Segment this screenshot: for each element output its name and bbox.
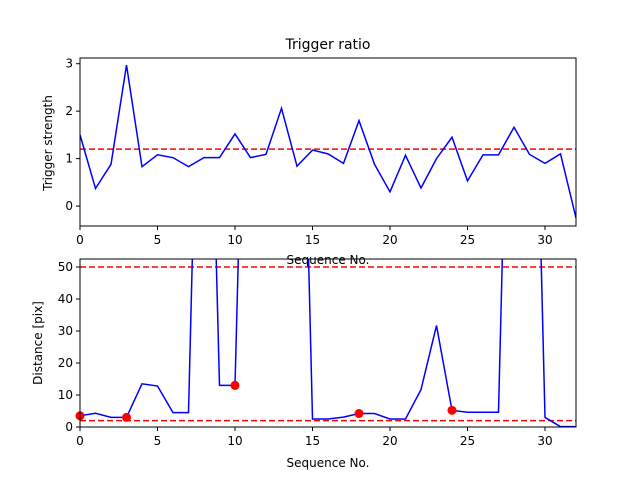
series-line <box>80 65 576 219</box>
data-point-marker <box>447 405 457 415</box>
distance-plot: Distance [pix] Sequence No. 0 5 10 15 20 25 30… <box>31 258 577 470</box>
x-tick-label: 15 <box>305 434 320 448</box>
y-tick-label: 50 <box>58 260 73 274</box>
y-tick-label: 0 <box>65 420 73 434</box>
y-tick-label: 10 <box>58 388 73 402</box>
x-tick-label: 15 <box>305 233 320 247</box>
y-tick-label: 1 <box>65 152 73 166</box>
x-tick-label: 25 <box>460 233 475 247</box>
x-tick-label: 5 <box>154 434 162 448</box>
x-tick-label: 10 <box>227 434 242 448</box>
x-axis-label: Sequence No. <box>287 253 370 267</box>
chart-title: Trigger ratio <box>284 37 370 53</box>
y-tick-label: 3 <box>65 57 73 71</box>
y-tick-label: 20 <box>58 356 73 370</box>
x-tick-label: 20 <box>382 233 397 247</box>
x-tick-label: 20 <box>382 434 397 448</box>
data-point-marker <box>230 380 240 390</box>
plot-area: 0 5 10 15 20 25 30 0 1 2 3 <box>65 57 577 247</box>
series-line <box>80 259 576 427</box>
y-tick-label: 40 <box>58 292 73 306</box>
x-tick-label: 25 <box>460 434 475 448</box>
trigger-ratio-plot: Trigger ratio Trigger strength Sequence … <box>41 37 577 267</box>
y-tick-label: 0 <box>65 199 73 213</box>
data-point-marker <box>122 412 131 422</box>
y-axis-label: Trigger strength <box>41 95 55 192</box>
x-tick-label: 0 <box>76 434 84 448</box>
data-point-marker <box>354 409 364 419</box>
y-tick-label: 30 <box>58 324 73 338</box>
axes-frame <box>79 258 577 428</box>
x-tick-label: 30 <box>537 434 552 448</box>
y-tick-label: 2 <box>65 104 73 118</box>
x-tick-label: 0 <box>76 233 84 247</box>
y-axis-label: Distance [pix] <box>31 301 45 385</box>
axes-frame <box>79 57 577 227</box>
x-tick-label: 10 <box>227 233 242 247</box>
x-tick-label: 5 <box>154 233 162 247</box>
plot-area: 0 5 10 15 20 25 30 0 10 20 30 40 50 <box>58 258 577 448</box>
x-axis-label: Sequence No. <box>287 456 370 470</box>
x-tick-label: 30 <box>537 233 552 247</box>
